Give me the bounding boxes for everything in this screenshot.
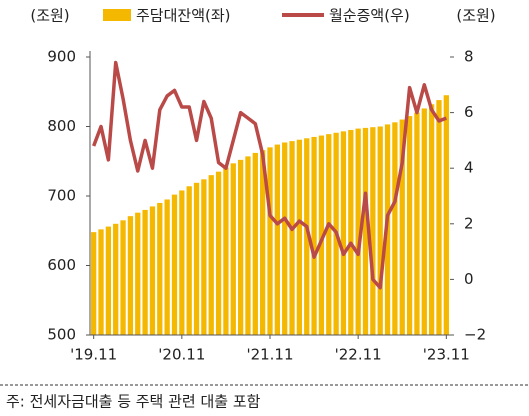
bar xyxy=(370,127,376,335)
bar xyxy=(157,202,163,335)
footnote: 주: 전세자금대출 등 주택 관련 대출 포함 xyxy=(6,393,261,411)
x-tick-label: '19.11 xyxy=(70,346,117,364)
y-tick-label: 500 xyxy=(47,326,76,344)
bar xyxy=(179,190,185,335)
bar xyxy=(252,152,258,335)
bar xyxy=(311,136,317,335)
bar xyxy=(237,159,244,335)
x-tick-label: '20.11 xyxy=(158,346,205,364)
x-tick-label: '23.11 xyxy=(423,346,470,364)
legend-label: 월순증액(우) xyxy=(329,7,410,25)
bar xyxy=(399,119,405,335)
bar xyxy=(362,127,369,335)
bar xyxy=(171,194,178,335)
bar xyxy=(274,144,280,335)
y2-unit: (조원) xyxy=(456,7,495,25)
bar xyxy=(304,138,310,335)
bar xyxy=(201,179,207,335)
bar xyxy=(428,104,435,335)
bar xyxy=(149,206,156,335)
bar xyxy=(289,141,295,335)
x-tick-label: '22.11 xyxy=(335,346,382,364)
bar xyxy=(245,156,251,335)
bar xyxy=(355,128,361,335)
x-tick-label: '21.11 xyxy=(246,346,293,364)
bar xyxy=(260,150,266,335)
bar xyxy=(296,139,303,335)
bar xyxy=(267,147,273,335)
bar xyxy=(135,212,141,335)
y-tick-label: 700 xyxy=(47,187,76,205)
bar xyxy=(436,100,442,335)
bar xyxy=(164,199,170,335)
bar xyxy=(120,220,126,335)
bar xyxy=(98,229,104,335)
y2-tick-label: 0 xyxy=(464,270,474,288)
bar xyxy=(443,95,449,335)
legend-label: 주담대잔액(좌) xyxy=(136,7,231,25)
bar xyxy=(105,226,112,335)
bar xyxy=(113,223,119,335)
legend-swatch xyxy=(103,9,131,21)
y-tick-label: 600 xyxy=(47,256,76,274)
bar xyxy=(326,134,332,335)
bar xyxy=(318,135,325,335)
bar xyxy=(193,182,200,335)
bar xyxy=(127,216,134,335)
bar xyxy=(142,209,148,335)
bar xyxy=(406,116,413,335)
bar xyxy=(348,129,354,335)
bar xyxy=(414,112,420,335)
bar xyxy=(392,122,398,335)
bar xyxy=(91,232,97,335)
y2-tick-label: 6 xyxy=(464,103,474,121)
bar xyxy=(208,175,214,335)
bar xyxy=(215,171,222,335)
line xyxy=(92,60,447,290)
bar xyxy=(282,142,288,335)
bar xyxy=(230,163,236,335)
y-tick-label: 900 xyxy=(47,48,76,66)
bar xyxy=(223,167,229,335)
y-unit: (조원) xyxy=(30,7,69,25)
y2-tick-label: 4 xyxy=(464,159,474,177)
bar xyxy=(377,126,383,335)
bar xyxy=(340,131,347,335)
y2-tick-label: 2 xyxy=(464,214,474,232)
y2-tick-label: −2 xyxy=(464,326,486,344)
bar xyxy=(186,186,192,335)
bar xyxy=(421,108,427,336)
y2-tick-label: 8 xyxy=(464,48,474,66)
y-tick-label: 800 xyxy=(47,117,76,135)
